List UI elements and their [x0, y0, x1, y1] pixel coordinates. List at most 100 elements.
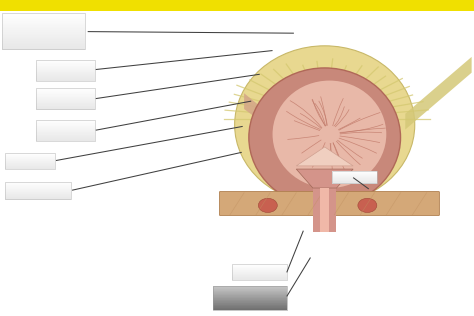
Bar	[5, 182, 71, 183]
Bar	[213, 303, 287, 304]
Bar	[232, 278, 287, 279]
Bar	[2, 13, 85, 15]
Bar	[36, 91, 95, 92]
Bar	[332, 176, 377, 177]
Bar	[232, 264, 287, 265]
Bar	[5, 196, 71, 197]
Bar	[36, 64, 95, 65]
Bar	[36, 108, 95, 109]
Bar	[232, 271, 287, 272]
Bar	[36, 121, 95, 122]
Bar	[213, 306, 287, 307]
Bar	[232, 266, 287, 267]
Bar	[2, 36, 85, 37]
Bar	[36, 89, 95, 90]
FancyBboxPatch shape	[219, 191, 439, 216]
Bar	[36, 125, 95, 126]
Bar	[36, 95, 95, 96]
Bar	[36, 90, 95, 91]
Bar	[36, 127, 95, 128]
Bar	[36, 122, 95, 123]
Bar	[36, 130, 95, 131]
Bar	[2, 35, 85, 36]
Bar	[2, 47, 85, 48]
Bar	[213, 292, 287, 293]
Bar	[36, 122, 95, 123]
Bar	[36, 101, 95, 102]
Bar	[5, 183, 71, 184]
Bar	[232, 279, 287, 280]
Bar	[36, 61, 95, 62]
Bar	[2, 37, 85, 38]
Bar	[213, 296, 287, 297]
Bar	[36, 131, 95, 132]
Bar	[232, 277, 287, 278]
Bar	[5, 192, 71, 193]
Bar	[36, 62, 95, 63]
Bar	[36, 68, 95, 69]
Bar	[213, 302, 287, 303]
Bar	[36, 131, 95, 132]
Bar	[5, 158, 55, 159]
Bar	[2, 29, 85, 30]
Bar	[2, 46, 85, 47]
Bar	[213, 288, 287, 289]
Bar	[232, 267, 287, 268]
Bar	[5, 166, 55, 167]
Bar	[232, 266, 287, 267]
Bar	[5, 155, 55, 156]
Bar	[36, 104, 95, 105]
Bar	[332, 182, 377, 183]
Bar	[232, 268, 287, 269]
Bar	[332, 180, 377, 181]
Bar	[36, 138, 95, 139]
Bar	[36, 128, 95, 129]
Bar	[2, 28, 85, 29]
Bar	[5, 198, 71, 199]
Bar	[36, 92, 95, 93]
Bar	[2, 45, 85, 46]
Bar	[232, 275, 287, 276]
Bar	[36, 79, 95, 80]
Bar	[5, 185, 71, 186]
Bar	[36, 71, 95, 72]
Bar	[5, 194, 71, 195]
Bar	[213, 309, 287, 310]
Bar	[36, 71, 95, 72]
Bar	[213, 300, 287, 301]
Bar	[36, 69, 95, 70]
Bar	[36, 128, 95, 129]
Bar	[36, 95, 95, 96]
Bar	[5, 168, 55, 169]
Bar	[36, 65, 95, 66]
Bar	[232, 265, 287, 266]
Bar	[232, 269, 287, 270]
Bar	[332, 178, 377, 179]
Bar	[2, 49, 85, 50]
Bar	[5, 164, 55, 165]
Bar	[36, 105, 95, 106]
Bar	[213, 301, 287, 302]
Bar	[5, 156, 55, 157]
Bar	[5, 182, 71, 183]
Bar	[232, 270, 287, 271]
Bar	[213, 298, 287, 299]
Bar	[36, 98, 95, 99]
Bar	[232, 277, 287, 278]
Bar	[36, 132, 95, 133]
Bar	[36, 94, 95, 95]
Bar	[5, 190, 71, 191]
Bar	[36, 129, 95, 130]
Bar	[36, 120, 95, 121]
Bar	[2, 32, 85, 33]
Bar	[5, 166, 55, 167]
Bar	[36, 101, 95, 102]
Bar	[36, 126, 95, 127]
Polygon shape	[296, 169, 353, 188]
Bar	[2, 24, 85, 26]
Bar	[232, 267, 287, 268]
Bar	[2, 26, 85, 27]
Bar	[0, 0, 474, 11]
Bar	[36, 99, 95, 100]
Bar	[213, 294, 287, 295]
